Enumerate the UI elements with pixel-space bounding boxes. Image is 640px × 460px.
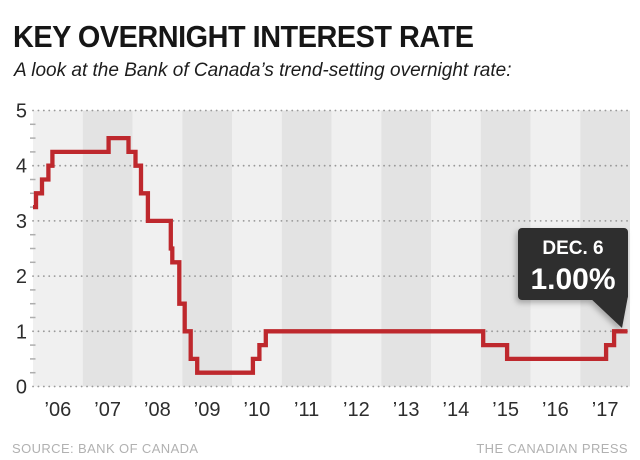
x-tick-label: ’16 — [542, 399, 569, 421]
x-tick-label: ’10 — [244, 399, 271, 421]
page-title: KEY OVERNIGHT INTEREST RATE — [13, 19, 474, 54]
x-tick-label: ’12 — [343, 399, 370, 421]
x-tick-label: ’17 — [592, 399, 619, 421]
year-band — [33, 110, 83, 387]
y-tick-label: 0 — [16, 377, 27, 399]
callout-rate-label: 1.00% — [530, 263, 615, 296]
year-band — [281, 110, 332, 387]
callout-date-label: DEC. 6 — [542, 238, 603, 259]
year-band — [331, 110, 382, 387]
x-tick-label: ’09 — [194, 399, 221, 421]
year-bands-layer — [33, 110, 630, 387]
x-tick-label: ’13 — [393, 399, 420, 421]
x-tick-label: ’11 — [294, 399, 319, 421]
y-tick-label: 1 — [16, 321, 27, 343]
press-credit: THE CANADIAN PRESS — [476, 441, 628, 456]
x-tick-label: ’07 — [94, 399, 121, 421]
callout-box — [518, 228, 628, 300]
x-axis-layer: ’06 ’07 ’08 ’09 ’10 ’11 ’12 ’13 ’14 ’15 ’16 ’17 — [45, 399, 619, 421]
x-tick-label: ’15 — [492, 399, 519, 421]
year-band — [82, 110, 133, 387]
source-credit: SOURCE: BANK OF CANADA — [12, 441, 199, 456]
chart-subtitle: A look at the Bank of Canada’s trend-set… — [14, 60, 512, 81]
rate-step-line — [33, 135, 628, 375]
x-tick-label: ’14 — [443, 399, 470, 421]
y-tick-label: 3 — [16, 211, 27, 233]
year-band — [381, 110, 431, 387]
year-band — [132, 110, 183, 387]
x-tick-label: ’06 — [45, 399, 72, 421]
y-tick-label: 2 — [16, 266, 27, 288]
year-band — [431, 110, 481, 387]
y-tick-label: 5 — [16, 101, 27, 123]
callout: DEC. 6 1.00% — [518, 228, 628, 328]
x-tick-label: ’08 — [144, 399, 171, 421]
y-tick-label: 4 — [16, 156, 27, 178]
minor-ticks-layer — [30, 123, 36, 374]
year-band — [232, 110, 282, 387]
callout-tail — [588, 296, 628, 328]
